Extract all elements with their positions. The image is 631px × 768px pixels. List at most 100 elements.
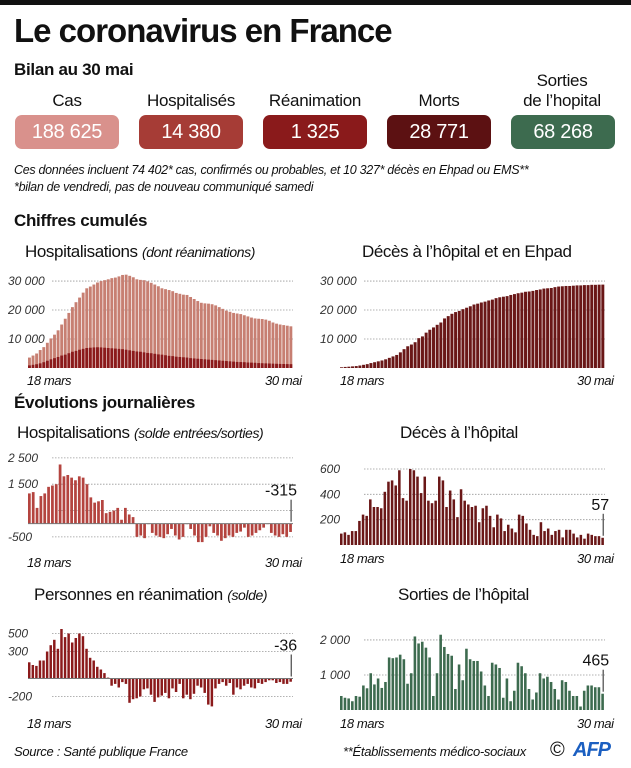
bar (214, 360, 218, 368)
bar (590, 685, 593, 710)
bar (224, 361, 228, 368)
bar (242, 362, 246, 368)
bar (354, 695, 358, 710)
bar (207, 303, 210, 368)
bar (269, 523, 273, 533)
bar (365, 515, 368, 545)
kpi-label-cases: Cas (52, 91, 82, 110)
bar (557, 529, 561, 545)
bar (468, 659, 472, 710)
bar (465, 648, 468, 710)
bar (340, 533, 343, 545)
bar (546, 528, 550, 545)
bar (512, 294, 516, 368)
bar (499, 518, 503, 545)
bar (571, 695, 575, 710)
bar (110, 348, 114, 368)
bar (74, 350, 78, 368)
bar (216, 523, 219, 536)
bar (121, 274, 124, 368)
bar (70, 307, 74, 368)
bar (217, 307, 221, 368)
bar (189, 358, 193, 368)
bar (391, 658, 395, 710)
bar (49, 645, 52, 679)
bar (347, 534, 350, 545)
bar (546, 288, 550, 368)
bar (231, 523, 235, 537)
bar (53, 334, 56, 368)
bar (246, 362, 250, 368)
bar (58, 464, 62, 524)
bar (153, 353, 157, 368)
bar (351, 701, 354, 710)
bar (553, 287, 557, 368)
bar (235, 361, 239, 368)
bar (60, 629, 63, 679)
bar (171, 678, 174, 689)
page-title: Le coronavirus en France (14, 12, 393, 49)
bar (365, 688, 369, 710)
bar (465, 307, 469, 368)
bar (45, 360, 49, 368)
bar (117, 348, 121, 368)
bar (96, 666, 99, 679)
bar (223, 523, 227, 539)
bar (207, 678, 210, 705)
bar (156, 354, 160, 368)
bar (97, 501, 100, 524)
bar (62, 476, 66, 524)
bar (351, 366, 355, 368)
bar (267, 363, 271, 368)
bar (210, 678, 214, 707)
bar (246, 316, 250, 368)
bar (597, 687, 601, 710)
bar (412, 470, 416, 545)
bar (590, 534, 594, 545)
bar (461, 680, 465, 710)
chart-title-hosp-cum: Hospitalisations (dont réanimations) (25, 242, 255, 262)
bar (467, 504, 470, 545)
bar (228, 361, 232, 368)
bar (74, 638, 78, 679)
bar (53, 358, 56, 368)
bar (369, 363, 373, 368)
bar (181, 357, 185, 368)
bar (568, 529, 572, 545)
bar (494, 664, 498, 710)
bar (146, 678, 149, 689)
bar (260, 363, 264, 368)
bar (390, 480, 394, 545)
kpi-label-discharges-2: de l’hopital (523, 91, 601, 110)
bar (424, 647, 428, 710)
bar (420, 641, 424, 710)
bar (51, 485, 54, 524)
bar (387, 357, 391, 368)
bar (257, 318, 261, 368)
bar (597, 284, 601, 368)
bar (501, 296, 505, 368)
bar (193, 523, 196, 536)
chart-hospitalisations-daily: -500 1 500 2 500 -315 (7, 451, 297, 544)
bar (181, 678, 185, 699)
bar (542, 288, 546, 368)
bar (267, 320, 271, 368)
bar (406, 346, 410, 368)
bar (258, 523, 262, 531)
bar (347, 366, 351, 368)
bar (406, 683, 409, 710)
y-tick-label: 2 000 (319, 633, 350, 647)
bar (181, 294, 185, 368)
bar (149, 678, 153, 695)
bar (253, 678, 257, 689)
bar (457, 310, 461, 368)
bar (446, 316, 450, 368)
bar (503, 531, 506, 545)
bar (590, 284, 594, 368)
bar (149, 353, 153, 368)
bar (428, 657, 431, 710)
bar (463, 500, 466, 545)
bar (490, 662, 494, 710)
bar (203, 359, 207, 368)
bar (536, 536, 539, 545)
